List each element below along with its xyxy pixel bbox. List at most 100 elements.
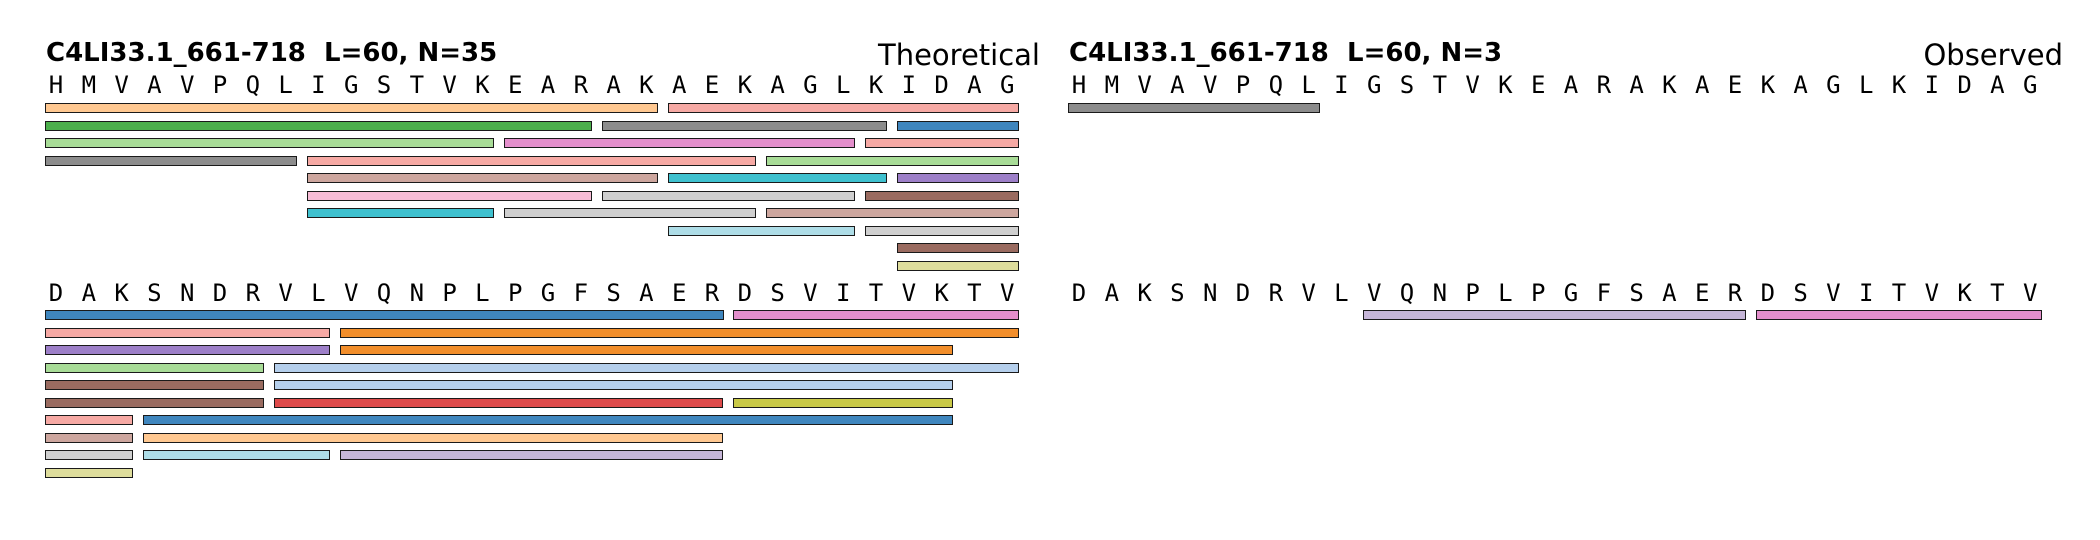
- residue-label: A: [1102, 281, 1122, 305]
- peptide-bar: [865, 138, 1019, 148]
- residue-label: S: [1627, 281, 1647, 305]
- residue-label: K: [866, 73, 886, 97]
- peptide-bar: [340, 345, 953, 355]
- residue-label: Q: [374, 281, 394, 305]
- residue-label: S: [1167, 281, 1187, 305]
- residue-label: T: [1430, 73, 1450, 97]
- residue-label: G: [2020, 73, 2040, 97]
- residue-label: K: [735, 73, 755, 97]
- peptide-bar: [668, 173, 888, 183]
- panel-label: Observed: [1923, 38, 2063, 72]
- peptide-bar: [45, 138, 494, 148]
- residue-label: D: [932, 73, 952, 97]
- residue-label: R: [571, 73, 591, 97]
- residue-label: S: [768, 281, 788, 305]
- peptide-bar: [1068, 103, 1321, 113]
- residue-label: V: [440, 73, 460, 97]
- residue-label: E: [702, 73, 722, 97]
- residue-label: L: [472, 281, 492, 305]
- residue-label: E: [1725, 73, 1745, 97]
- peptide-bar: [668, 103, 1019, 113]
- residue-label: S: [1397, 73, 1417, 97]
- peptide-bar: [45, 121, 593, 131]
- residue-label: I: [1922, 73, 1942, 97]
- peptide-bar: [340, 450, 724, 460]
- residue-label: E: [1692, 281, 1712, 305]
- residue-label: V: [1364, 281, 1384, 305]
- residue-label: H: [1069, 73, 1089, 97]
- residue-label: R: [1725, 281, 1745, 305]
- residue-label: A: [964, 73, 984, 97]
- residue-label: K: [1135, 281, 1155, 305]
- peptide-bar: [274, 363, 1019, 373]
- peptide-bar: [45, 103, 658, 113]
- residue-label: L: [1299, 73, 1319, 97]
- peptide-bar: [307, 191, 592, 201]
- peptide-bar: [865, 226, 1019, 236]
- residue-label: V: [1135, 73, 1155, 97]
- residue-label: F: [571, 281, 591, 305]
- residue-label: D: [1758, 281, 1778, 305]
- residue-label: T: [1889, 281, 1909, 305]
- residue-label: S: [144, 281, 164, 305]
- residue-label: T: [407, 73, 427, 97]
- peptide-bar: [45, 156, 298, 166]
- residue-label: A: [1561, 73, 1581, 97]
- peptide-bar: [307, 156, 756, 166]
- peptide-bar: [45, 380, 265, 390]
- residue-label: T: [866, 281, 886, 305]
- residue-label: E: [505, 73, 525, 97]
- residue-label: I: [1331, 73, 1351, 97]
- peptide-bar: [307, 173, 658, 183]
- residue-label: K: [112, 281, 132, 305]
- peptide-bar: [274, 380, 953, 390]
- residue-label: R: [702, 281, 722, 305]
- peptide-bar: [733, 310, 1018, 320]
- residue-label: R: [1266, 281, 1286, 305]
- residue-label: G: [800, 73, 820, 97]
- residue-label: K: [932, 281, 952, 305]
- residue-label: V: [341, 281, 361, 305]
- residue-label: N: [177, 281, 197, 305]
- residue-label: V: [1463, 73, 1483, 97]
- residue-label: A: [1627, 73, 1647, 97]
- residue-label: A: [768, 73, 788, 97]
- peptide-bar: [45, 398, 265, 408]
- peptide-bar: [45, 310, 724, 320]
- residue-label: N: [1200, 281, 1220, 305]
- peptide-bar: [274, 398, 723, 408]
- residue-label: K: [1955, 281, 1975, 305]
- residue-label: S: [1791, 281, 1811, 305]
- residue-label: I: [899, 73, 919, 97]
- residue-label: L: [276, 73, 296, 97]
- residue-label: A: [636, 281, 656, 305]
- peptide-bar: [1363, 310, 1747, 320]
- residue-label: L: [1856, 73, 1876, 97]
- residue-label: V: [2020, 281, 2040, 305]
- peptide-bar: [766, 208, 1019, 218]
- peptide-bar: [45, 328, 330, 338]
- residue-label: V: [276, 281, 296, 305]
- residue-label: S: [604, 281, 624, 305]
- residue-label: R: [1594, 73, 1614, 97]
- peptide-bar: [602, 121, 887, 131]
- residue-label: T: [1987, 281, 2007, 305]
- residue-label: A: [1659, 281, 1679, 305]
- peptide-bar: [143, 433, 724, 443]
- residue-label: P: [1233, 73, 1253, 97]
- panel-title: C4LI33.1_661-718 L=60, N=35: [46, 38, 497, 68]
- residue-label: A: [79, 281, 99, 305]
- residue-label: G: [997, 73, 1017, 97]
- residue-label: V: [112, 73, 132, 97]
- residue-label: G: [1561, 281, 1581, 305]
- residue-label: V: [1299, 281, 1319, 305]
- residue-label: A: [604, 73, 624, 97]
- residue-label: P: [505, 281, 525, 305]
- residue-label: D: [1069, 281, 1089, 305]
- residue-label: V: [1200, 73, 1220, 97]
- residue-label: Q: [243, 73, 263, 97]
- residue-label: E: [669, 281, 689, 305]
- residue-label: L: [308, 281, 328, 305]
- residue-label: K: [472, 73, 492, 97]
- residue-label: A: [1692, 73, 1712, 97]
